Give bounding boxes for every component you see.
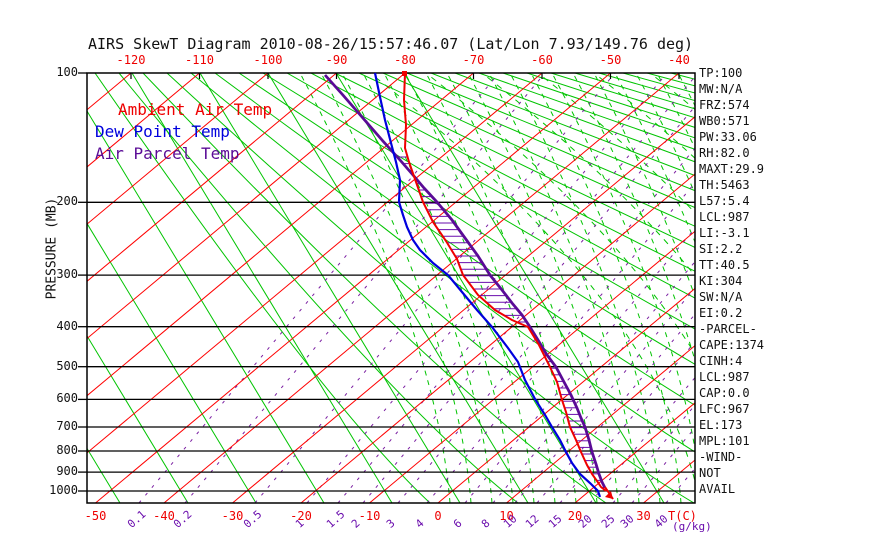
top-axis-label: -80 [394, 53, 416, 67]
top-axis-label: -120 [116, 53, 146, 67]
bottom-temp-label: 20 [567, 509, 583, 523]
stats-line: AVAIL [699, 482, 736, 496]
stats-line: NOT [699, 466, 721, 480]
stats-line: EL:173 [699, 418, 743, 432]
stats-line: KI:304 [699, 274, 743, 288]
top-axis-label: -110 [185, 53, 214, 67]
stats-line: TH:5463 [699, 178, 750, 192]
stats-line: CINH:4 [699, 354, 743, 368]
top-axis-label: -60 [531, 53, 553, 67]
top-axis-label: -40 [668, 53, 690, 67]
stats-line: EI:0.2 [699, 306, 743, 320]
stats-line: PW:33.06 [699, 130, 757, 144]
stats-line: FRZ:574 [699, 98, 750, 112]
pressure-axis-label: 500 [56, 359, 78, 373]
stats-line: L57:5.4 [699, 194, 750, 208]
stats-line: LI:-3.1 [699, 226, 750, 240]
pressure-axis-label: 1000 [49, 483, 78, 497]
stats-line: -WIND- [699, 450, 743, 464]
bottom-temp-label: -30 [221, 509, 244, 523]
pressure-axis-label: 900 [56, 464, 78, 478]
stats-line: CAP:0.0 [699, 386, 750, 400]
page-title: AIRS SkewT Diagram 2010-08-26/15:57:46.0… [88, 35, 694, 53]
stats-line: CAPE:1374 [699, 338, 765, 352]
stats-line: -PARCEL- [699, 322, 757, 336]
top-axis-label: -100 [253, 53, 283, 67]
pressure-axis-label: 800 [56, 443, 78, 457]
bottom-temp-label: -50 [84, 509, 107, 523]
stats-line: TT:40.5 [699, 258, 750, 272]
stats-line: LFC:967 [699, 402, 750, 416]
legend-dew-point-temp: Dew Point Temp [95, 122, 230, 141]
bottom-temp-label: -10 [358, 509, 381, 523]
pressure-axis-label: 700 [56, 419, 78, 433]
stats-line: MAXT:29.9 [699, 162, 765, 176]
bottom-temp-label: -40 [153, 509, 175, 523]
stats-line: MW:N/A [699, 82, 743, 96]
pressure-axis-label: 100 [56, 65, 78, 79]
stats-line: TP:100 [699, 66, 743, 80]
stats-line: MPL:101 [699, 434, 750, 448]
stats-line: RH:82.0 [699, 146, 750, 160]
legend-air-parcel-temp: Air Parcel Temp [95, 144, 240, 163]
top-axis-label: -70 [462, 53, 485, 67]
temp-unit-label: T(C) [668, 509, 697, 523]
mixing-unit-label: (g/kg) [672, 520, 712, 533]
bottom-temp-label: -20 [290, 509, 312, 523]
pressure-axis-title: PRESSURE (MB) [44, 197, 60, 300]
pressure-axis-label: 200 [56, 194, 78, 208]
legend-ambient-air-temp: Ambient Air Temp [118, 100, 273, 119]
top-axis-label: -90 [325, 53, 348, 67]
pressure-axis-label: 300 [56, 267, 78, 281]
bottom-temp-label: 10 [499, 509, 514, 523]
stats-line: SI:2.2 [699, 242, 743, 256]
stats-line: SW:N/A [699, 290, 743, 304]
bottom-temp-label: 0 [434, 509, 442, 523]
top-axis-label: -50 [599, 53, 622, 67]
pressure-axis-label: 600 [56, 391, 78, 405]
stats-line: LCL:987 [699, 370, 750, 384]
pressure-axis-label: 400 [56, 319, 78, 333]
stats-line: LCL:987 [699, 210, 750, 224]
bottom-temp-label: 30 [636, 509, 651, 523]
stats-line: WB0:571 [699, 114, 750, 128]
stats-panel: TP:100 MW:N/A FRZ:574 WB0:571 PW:33.06 RH:82.… [699, 65, 764, 497]
